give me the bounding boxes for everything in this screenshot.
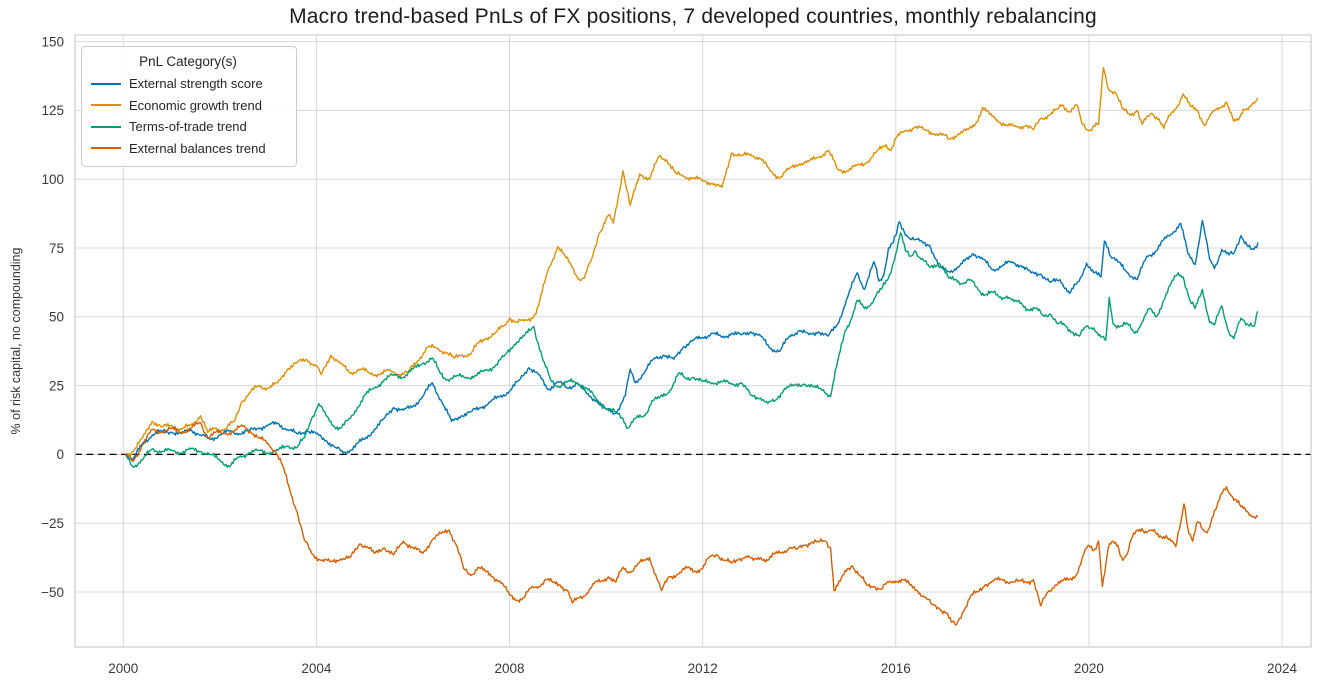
y-tick-label: 50 (49, 310, 64, 325)
legend-label: Terms-of-trade trend (129, 119, 247, 135)
legend-label: Economic growth trend (129, 97, 262, 113)
y-tick-label: 125 (41, 103, 64, 118)
legend-title: PnL Category(s) (139, 54, 237, 69)
x-tick-label: 2020 (1074, 661, 1104, 676)
x-tick-label: 2012 (688, 661, 718, 676)
y-tick-label: 25 (49, 378, 64, 393)
series-line-external-balances-trend (125, 421, 1259, 626)
y-tick-label: 100 (41, 172, 64, 187)
x-tick-label: 2008 (494, 661, 524, 676)
axes-border (74, 34, 1312, 648)
line-swatch-icon (91, 125, 121, 128)
y-tick-label: 150 (41, 34, 64, 49)
legend-label: External strength score (129, 76, 263, 92)
legend-item-terms-of-trade-trend: Terms-of-trade trend (88, 116, 288, 138)
x-tick-label: 2004 (301, 661, 332, 676)
y-tick-label: −25 (41, 516, 64, 531)
x-tick-label: 2000 (108, 661, 138, 676)
y-tick-label: 75 (49, 241, 64, 256)
line-swatch-icon (91, 104, 121, 107)
x-tick-label: 2024 (1267, 661, 1298, 676)
series-line-external-strength-score (125, 219, 1259, 461)
y-tick-label: 0 (56, 447, 64, 462)
line-swatch-icon (91, 147, 121, 150)
legend-item-economic-growth-trend: Economic growth trend (88, 95, 288, 117)
series-line-economic-growth-trend (125, 67, 1259, 457)
x-tick-label: 2016 (881, 661, 911, 676)
legend: PnL Category(s) External strength score … (81, 46, 297, 167)
legend-label: External balances trend (129, 140, 266, 156)
legend-item-external-balances-trend: External balances trend (88, 138, 288, 160)
line-swatch-icon (91, 82, 121, 85)
series-line-terms-of-trade-trend (125, 232, 1259, 468)
y-tick-label: −50 (41, 585, 64, 600)
legend-item-external-strength-score: External strength score (88, 73, 288, 95)
chart-title: Macro trend-based PnLs of FX positions, … (289, 5, 1097, 28)
